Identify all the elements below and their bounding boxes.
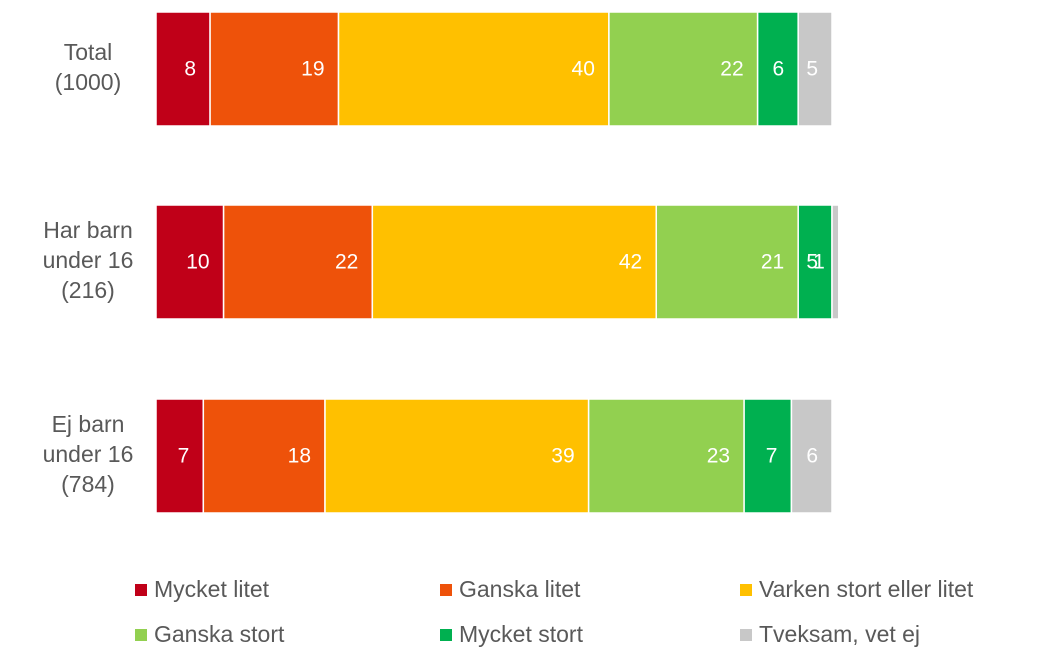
bar-segment <box>797 204 833 320</box>
bar-segment <box>337 11 610 127</box>
value-label: 5 <box>806 251 818 274</box>
value-label: 42 <box>619 251 642 274</box>
category-label: Total (1000) <box>55 39 121 95</box>
bar-segment <box>655 204 799 320</box>
value-label: 10 <box>186 251 209 274</box>
value-label: 39 <box>551 445 574 468</box>
bar-segment <box>831 204 840 320</box>
legend-label: Ganska stort <box>154 621 285 647</box>
value-label: 6 <box>806 445 818 468</box>
bar-segment <box>587 398 745 514</box>
bar-segment <box>797 11 833 127</box>
value-label: 40 <box>572 58 595 81</box>
bar-segment <box>790 398 833 514</box>
value-label: 6 <box>773 58 785 81</box>
legend-swatch <box>135 584 147 596</box>
value-label: 22 <box>720 58 743 81</box>
bar-segment <box>756 11 799 127</box>
value-label: 22 <box>335 251 358 274</box>
bar-segment <box>324 398 590 514</box>
bar-segment <box>155 204 225 320</box>
value-label: 19 <box>301 58 324 81</box>
value-label: 7 <box>766 445 778 468</box>
legend-label: Ganska litet <box>459 576 581 602</box>
legend-swatch <box>740 629 752 641</box>
bar-segment <box>371 204 657 320</box>
legend-swatch <box>440 629 452 641</box>
bar-segment <box>155 11 211 127</box>
category-label: Har barn under 16 (216) <box>43 217 134 303</box>
value-label: 23 <box>707 445 730 468</box>
value-label: 1 <box>813 251 825 274</box>
legend-swatch <box>740 584 752 596</box>
bar-segment <box>155 398 205 514</box>
value-label: 8 <box>184 58 196 81</box>
value-label: 18 <box>288 445 311 468</box>
legend-label: Mycket stort <box>459 621 584 647</box>
bar-segment <box>608 11 759 127</box>
value-label: 7 <box>178 445 190 468</box>
legend-label: Tveksam, vet ej <box>759 621 920 647</box>
value-label: 5 <box>806 58 818 81</box>
legend-label: Mycket litet <box>154 576 270 602</box>
legend-swatch <box>440 584 452 596</box>
bar-segment <box>743 398 793 514</box>
legend-swatch <box>135 629 147 641</box>
bar-segment <box>209 11 340 127</box>
bar-segment <box>202 398 326 514</box>
category-label: Ej barn under 16 (784) <box>43 411 134 497</box>
bar-segment <box>222 204 374 320</box>
value-label: 21 <box>761 251 784 274</box>
legend-label: Varken stort eller litet <box>759 576 974 602</box>
